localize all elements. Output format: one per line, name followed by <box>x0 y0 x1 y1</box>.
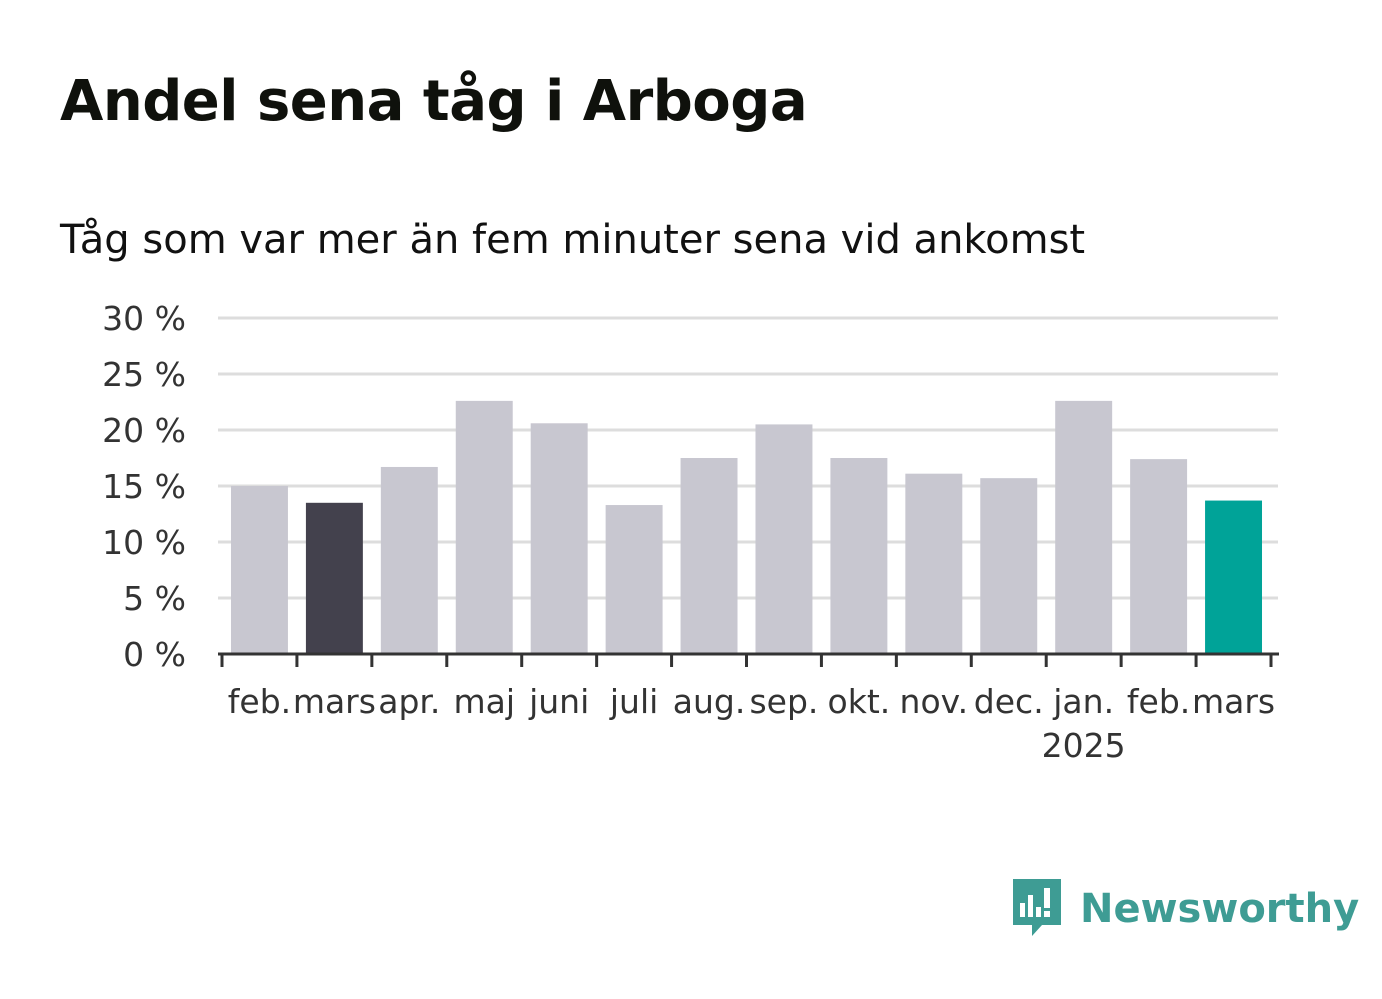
newsworthy-logo-icon <box>1013 879 1061 936</box>
x-tick-label: mars <box>1192 682 1275 721</box>
bar <box>230 486 288 654</box>
brand-logo: Newsworthy <box>1010 876 1359 942</box>
x-tick-sublabel: 2025 <box>1042 726 1126 765</box>
bar-chart: 0 %5 %10 %15 %20 %25 %30 %feb. mars apr. ma… <box>102 299 1279 765</box>
x-tick-label: okt. <box>828 682 891 721</box>
x-tick-label: feb. <box>228 682 291 721</box>
bar <box>305 502 363 654</box>
x-tick-label: mars <box>293 682 376 721</box>
bar <box>980 478 1038 654</box>
y-tick-label: 5 % <box>123 579 186 618</box>
x-tick-label: sep. <box>749 682 818 721</box>
bar <box>380 466 438 654</box>
y-tick-label: 30 % <box>102 299 186 338</box>
x-tick-label: feb. <box>1127 682 1190 721</box>
bar <box>680 458 738 654</box>
bar <box>455 400 513 654</box>
y-tick-label: 20 % <box>102 411 186 450</box>
x-tick-label: maj <box>453 682 515 721</box>
bar <box>830 458 888 654</box>
x-tick-label: aug. <box>673 682 746 721</box>
bar <box>1205 500 1263 654</box>
chart-title: Andel sena tåg i Arboga <box>60 69 808 134</box>
x-tick-label: juli <box>609 682 658 721</box>
y-tick-label: 10 % <box>102 523 186 562</box>
chart-subtitle: Tåg som var mer än fem minuter sena vid … <box>60 217 1086 263</box>
y-tick-label: 15 % <box>102 467 186 506</box>
x-tick-label: nov. <box>900 682 969 721</box>
bar <box>1055 400 1113 654</box>
bar <box>1130 459 1188 654</box>
y-tick-label: 25 % <box>102 355 186 394</box>
brand-name: Newsworthy <box>1080 886 1360 932</box>
bar <box>905 473 963 654</box>
x-tick-label: juni <box>528 682 589 721</box>
x-tick-label: dec. <box>974 682 1044 721</box>
x-tick-label: apr. <box>378 682 440 721</box>
bar <box>530 423 588 654</box>
bar <box>755 424 813 654</box>
bar <box>605 505 663 654</box>
x-tick-label: jan. <box>1052 682 1114 721</box>
y-tick-label: 0 % <box>123 635 186 674</box>
